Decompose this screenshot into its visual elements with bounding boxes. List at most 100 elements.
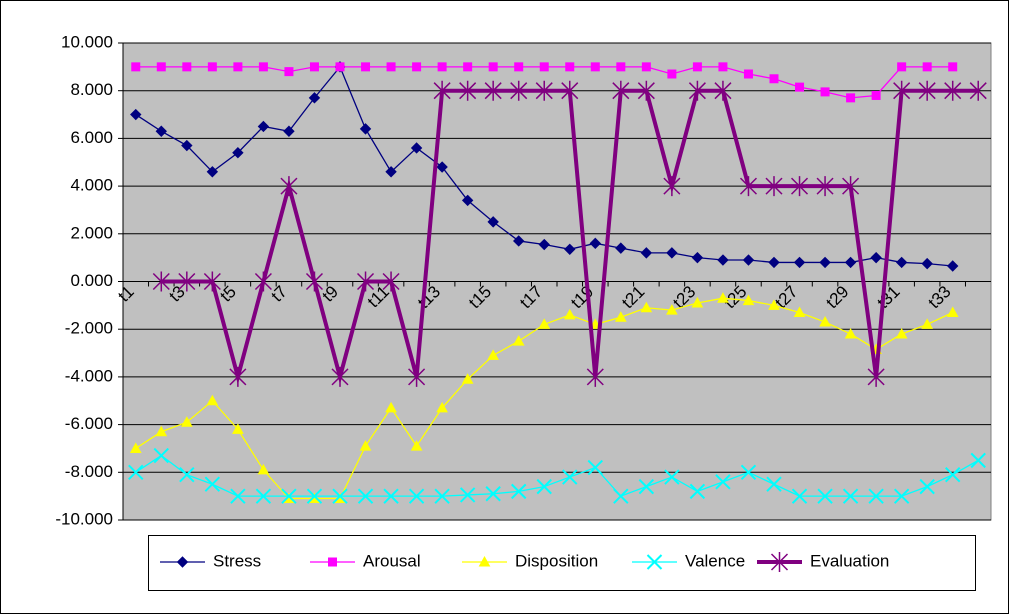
y-tick-label: 4.000 (70, 176, 113, 195)
marker (535, 80, 553, 101)
marker (615, 242, 627, 254)
marker (332, 488, 348, 504)
marker (586, 366, 604, 387)
marker (897, 62, 907, 72)
marker (739, 176, 758, 197)
marker (206, 166, 219, 178)
marker (820, 87, 830, 97)
marker (232, 423, 244, 434)
marker (308, 92, 321, 104)
marker (922, 62, 932, 72)
y-tick-label: 2.000 (70, 223, 113, 242)
marker (536, 478, 552, 495)
marker (257, 463, 270, 475)
marker (254, 271, 272, 292)
marker (870, 251, 882, 264)
marker (176, 556, 189, 568)
y-tick-label: -8.000 (65, 462, 113, 481)
marker (204, 476, 221, 492)
marker (436, 401, 448, 413)
marker (280, 176, 298, 197)
marker (612, 80, 630, 101)
marker (538, 318, 551, 329)
marker (305, 271, 324, 292)
marker (688, 80, 706, 101)
marker (717, 292, 729, 303)
marker (461, 373, 474, 384)
marker (564, 243, 576, 256)
marker (616, 62, 626, 72)
marker (790, 176, 809, 197)
marker (512, 235, 525, 247)
marker (717, 254, 729, 266)
marker (793, 256, 806, 269)
marker (181, 139, 193, 152)
marker (131, 62, 141, 72)
marker (437, 62, 447, 72)
marker (921, 257, 933, 270)
marker (718, 62, 728, 72)
marker (128, 464, 144, 481)
marker (129, 442, 142, 453)
marker (868, 488, 884, 504)
legend-label: Stress (213, 551, 261, 570)
marker (970, 452, 986, 469)
marker (646, 554, 663, 570)
series-line (135, 454, 979, 497)
marker (944, 466, 961, 483)
marker (385, 401, 397, 413)
marker (589, 318, 602, 329)
marker (948, 62, 958, 72)
marker (946, 306, 959, 318)
marker (871, 90, 881, 100)
marker (768, 299, 780, 310)
marker (178, 271, 196, 292)
marker (791, 488, 808, 504)
marker (179, 466, 195, 483)
marker (921, 318, 934, 329)
marker (153, 447, 170, 464)
marker (461, 194, 474, 207)
marker (357, 488, 374, 504)
marker (410, 440, 423, 451)
marker (130, 108, 142, 121)
marker (769, 74, 779, 84)
marker (383, 488, 399, 504)
marker (895, 256, 908, 269)
marker (306, 488, 323, 504)
marker (356, 271, 375, 292)
marker (385, 166, 397, 178)
marker (842, 176, 860, 197)
marker (328, 557, 337, 567)
marker (743, 69, 753, 79)
marker (590, 62, 600, 72)
marker (331, 366, 349, 387)
marker (640, 247, 653, 259)
marker (969, 80, 987, 101)
marker (359, 440, 372, 451)
marker (283, 125, 295, 137)
marker (478, 555, 491, 567)
marker (230, 488, 246, 504)
y-tick-label: -6.000 (65, 414, 113, 433)
marker (485, 486, 501, 502)
marker (666, 247, 678, 259)
marker (816, 176, 834, 197)
marker (487, 216, 499, 228)
marker (819, 256, 831, 269)
marker (770, 552, 789, 572)
marker (386, 62, 396, 72)
legend-label: Disposition (515, 551, 598, 570)
marker (309, 62, 319, 72)
marker (408, 488, 425, 504)
marker (207, 62, 217, 72)
marker (768, 256, 780, 269)
marker (514, 62, 524, 72)
marker (766, 476, 782, 492)
y-tick-label: 6.000 (70, 128, 113, 147)
marker (459, 80, 477, 101)
marker (359, 123, 372, 135)
marker (667, 69, 677, 79)
marker (436, 161, 448, 173)
marker (742, 254, 755, 266)
